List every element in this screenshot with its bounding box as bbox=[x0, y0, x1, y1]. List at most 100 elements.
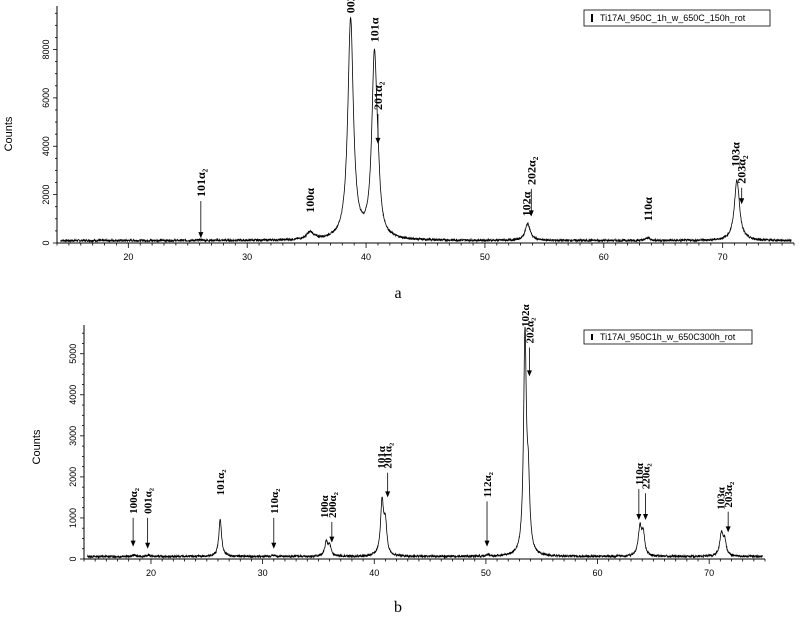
peak-arrowhead bbox=[526, 370, 532, 377]
peak-arrowhead bbox=[636, 514, 642, 520]
peak-annotation: 102α bbox=[520, 191, 534, 216]
peak-label: 101α bbox=[376, 445, 388, 469]
peak-label: 101α bbox=[367, 17, 381, 42]
legend: Ti17Al_950C_1h_w_650C_150h_rot bbox=[583, 9, 771, 27]
peak-annotation: 110α bbox=[634, 462, 646, 520]
peak-annotation: 202α₂ bbox=[524, 317, 536, 377]
peak-arrowhead bbox=[725, 526, 731, 533]
peak-annotation: 001α₂ bbox=[143, 487, 155, 549]
peak-label: 100α₂ bbox=[128, 487, 140, 514]
diffraction-series bbox=[60, 16, 792, 244]
peak-arrowhead bbox=[198, 232, 204, 239]
y-tick-label: 6000 bbox=[41, 88, 51, 108]
chart-panel-b: 20 30 40 50 60 70 0 1000 2000 3000 4000 5000 Counts T… bbox=[31, 304, 766, 616]
x-tick-label: 30 bbox=[242, 252, 252, 262]
peak-annotation: 110α₂ bbox=[269, 488, 281, 549]
peak-annotation: 100α bbox=[303, 188, 317, 213]
peak-label: 202α₂ bbox=[524, 317, 536, 344]
y-axis-label: Counts bbox=[3, 116, 15, 151]
peak-label: 110α bbox=[641, 197, 655, 221]
peak-annotation: 101α₂ bbox=[215, 469, 227, 496]
peak-annotation: 101α bbox=[367, 17, 381, 42]
peak-arrowhead bbox=[329, 536, 335, 543]
y-tick-label: 5000 bbox=[68, 344, 78, 364]
legend: Ti17Al_950C1h_w_650C300h_rot bbox=[583, 329, 753, 345]
peak-annotation: 101α bbox=[376, 445, 388, 469]
peak-label: 100α bbox=[303, 188, 317, 213]
peak-annotation: 202α₂ bbox=[524, 156, 538, 217]
peak-arrowhead bbox=[385, 491, 391, 498]
peak-label: 201α₂ bbox=[371, 81, 385, 110]
x-tick-label: 40 bbox=[369, 568, 379, 578]
peak-arrowhead bbox=[739, 198, 745, 205]
chart-panel-a: 20 30 40 50 60 70 0 2000 4000 6000 8000 Counts Ti17A… bbox=[3, 0, 795, 302]
peak-label: 112α₂ bbox=[482, 471, 494, 497]
y-axis-label: Counts bbox=[31, 429, 43, 464]
peak-arrowhead bbox=[528, 210, 534, 217]
x-tick-label: 20 bbox=[123, 252, 133, 262]
peak-label: 001α₂ bbox=[143, 487, 155, 514]
y-tick-label: 8000 bbox=[41, 40, 51, 60]
peak-arrowhead bbox=[375, 137, 381, 144]
x-tick-label: 50 bbox=[481, 568, 491, 578]
x-tick-label: 50 bbox=[480, 252, 490, 262]
peak-label: 203α₂ bbox=[735, 155, 749, 184]
peak-annotation: 112α₂ bbox=[482, 471, 494, 547]
peak-annotation: 100α bbox=[319, 494, 331, 518]
peak-label: 220α₂ bbox=[641, 463, 653, 490]
peak-label: 101α₂ bbox=[215, 469, 227, 496]
x-tick-label: 60 bbox=[599, 252, 609, 262]
peak-annotation: 101α₂ bbox=[194, 168, 208, 239]
y-tick-label: 2000 bbox=[41, 185, 51, 205]
peak-annotation: 201α₂ bbox=[383, 442, 395, 498]
peak-label: 002α bbox=[344, 0, 358, 13]
y-tick-label: 2000 bbox=[68, 467, 78, 487]
y-tick-label: 0 bbox=[68, 556, 78, 561]
peak-annotation: 203α₂ bbox=[723, 481, 735, 533]
peak-arrowhead bbox=[130, 540, 136, 547]
peak-annotation: 103α bbox=[729, 142, 743, 167]
legend-box bbox=[583, 329, 753, 345]
peak-label: 201α₂ bbox=[383, 442, 395, 469]
peak-label: 100α bbox=[319, 494, 331, 518]
legend-entry: Ti17Al_950C_1h_w_650C_150h_rot bbox=[600, 13, 746, 23]
peak-label: 203α₂ bbox=[723, 481, 735, 508]
peak-annotation: 201α₂ bbox=[371, 81, 385, 144]
peak-label: 102α bbox=[520, 191, 534, 216]
y-tick-label: 0 bbox=[41, 240, 51, 245]
peak-label: 200α₂ bbox=[327, 491, 339, 518]
peak-annotation: 002α bbox=[344, 0, 358, 13]
peak-annotation: 100α₂ bbox=[128, 487, 140, 547]
peak-annotation: 203α₂ bbox=[735, 155, 749, 205]
x-tick-label: 60 bbox=[593, 568, 603, 578]
x-tick-label: 30 bbox=[258, 568, 268, 578]
peak-arrowhead bbox=[271, 542, 277, 549]
x-tick-label: 40 bbox=[361, 252, 371, 262]
panel-label: a bbox=[394, 285, 401, 302]
y-tick-label: 3000 bbox=[68, 426, 78, 446]
peak-annotation: 110α bbox=[641, 197, 655, 221]
legend-entry: Ti17Al_950C1h_w_650C300h_rot bbox=[600, 332, 736, 342]
peak-arrowhead bbox=[484, 540, 490, 547]
peak-label: 103α bbox=[729, 142, 743, 167]
x-tick-label: 70 bbox=[718, 252, 728, 262]
peak-label: 110α₂ bbox=[269, 488, 281, 514]
peak-annotation: 102α bbox=[520, 304, 532, 328]
y-tick-label: 4000 bbox=[68, 385, 78, 405]
peak-label: 103α bbox=[715, 486, 727, 510]
peak-arrowhead bbox=[643, 514, 649, 520]
peak-label: 202α₂ bbox=[524, 156, 538, 185]
panel-label: b bbox=[394, 599, 402, 616]
peak-label: 102α bbox=[520, 304, 532, 328]
diffraction-series bbox=[87, 326, 763, 560]
peak-annotation: 220α₂ bbox=[641, 463, 653, 520]
x-tick-label: 20 bbox=[146, 568, 156, 578]
y-tick-label: 4000 bbox=[41, 136, 51, 156]
peak-annotation: 103α bbox=[715, 486, 727, 510]
x-tick-label: 70 bbox=[704, 568, 714, 578]
peak-label: 110α bbox=[634, 462, 646, 485]
y-tick-label: 1000 bbox=[68, 508, 78, 528]
peak-label: 101α₂ bbox=[194, 168, 208, 197]
peak-arrowhead bbox=[145, 542, 151, 549]
